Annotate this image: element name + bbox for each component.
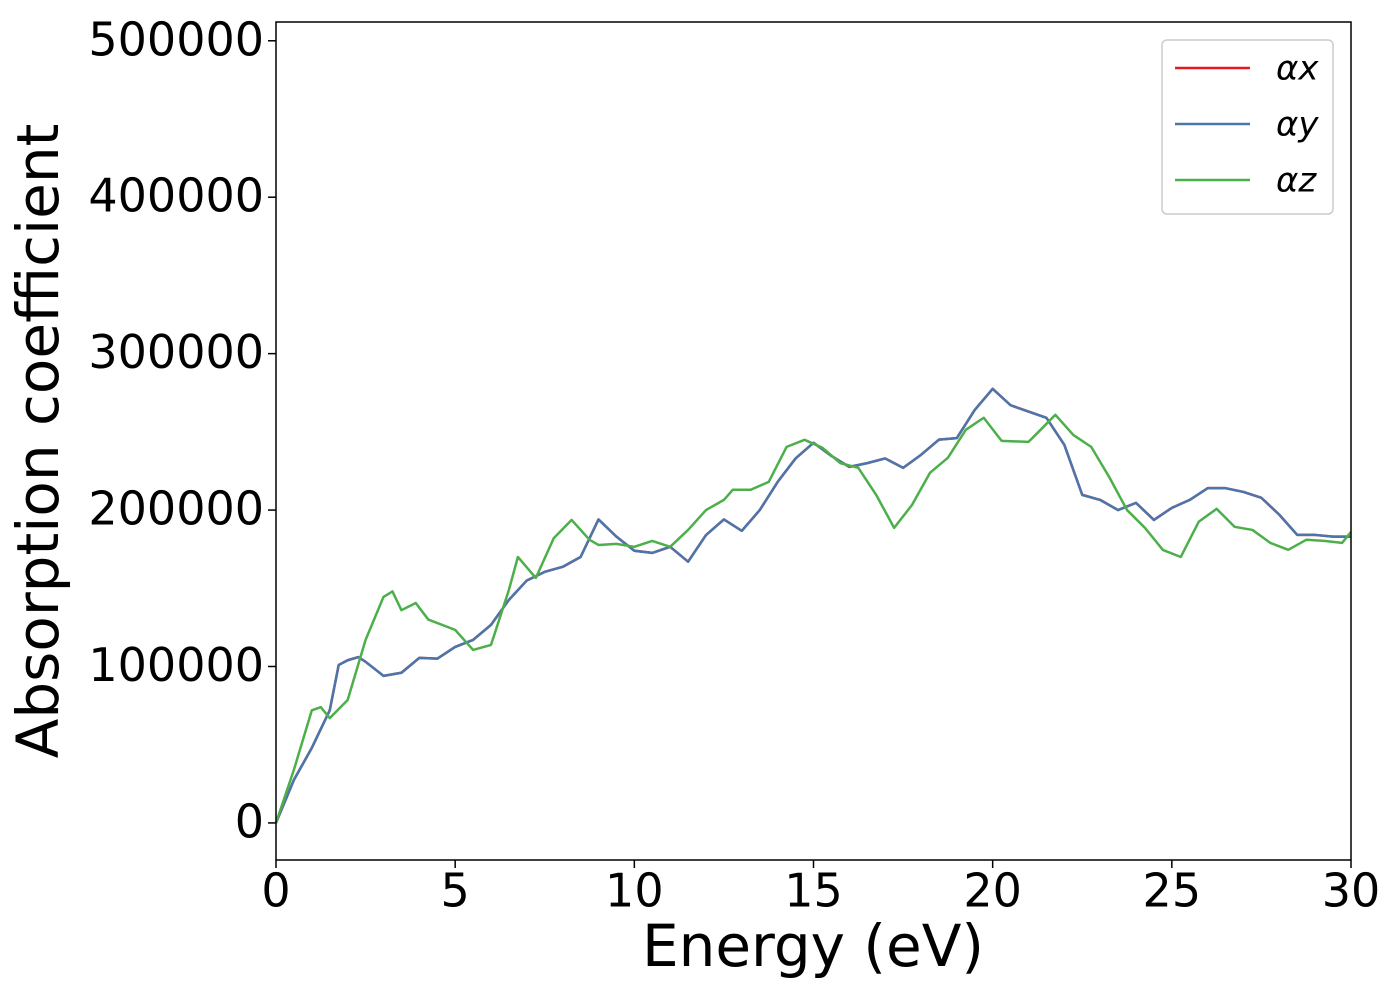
y-tick-label: 500000 [88,12,264,66]
y-axis-label: Absorption coefficient [4,124,72,759]
x-tick-label: 30 [1322,864,1381,918]
x-tick-label: 5 [441,864,470,918]
x-tick-label: 25 [1143,864,1202,918]
x-axis-label: Energy (eV) [642,912,984,980]
legend-box [1161,39,1334,215]
y-tick-label: 100000 [88,638,264,692]
legend-label: αx [1276,49,1319,89]
x-tick-label: 20 [963,864,1022,918]
data-line [274,387,1351,824]
x-tick-label: 0 [261,864,290,918]
y-tick-label: 0 [235,794,264,848]
data-line [274,413,1352,824]
x-tick-label: 15 [784,864,843,918]
legend-label: αz [1276,161,1317,201]
y-tick-label: 200000 [88,482,264,536]
data-line [274,387,1351,824]
y-tick-label: 400000 [88,169,264,223]
plot-frame [275,21,1352,861]
y-tick-label: 300000 [88,325,264,379]
x-tick-label: 10 [605,864,664,918]
legend-label: αy [1276,105,1319,145]
